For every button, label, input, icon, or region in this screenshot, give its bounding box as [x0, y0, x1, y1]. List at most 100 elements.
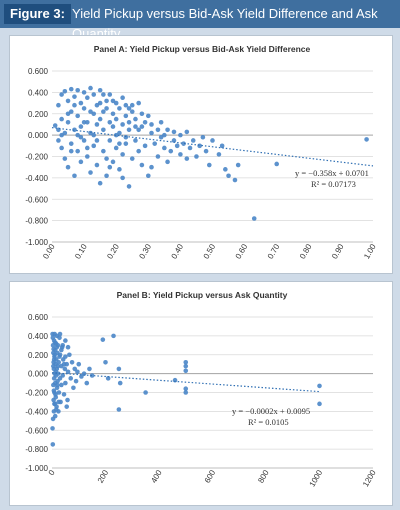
panel-a-point — [149, 130, 154, 136]
panel-b-point — [317, 383, 322, 389]
panel-a-point — [162, 145, 167, 151]
panel-b-point — [57, 354, 62, 359]
panel-b-point — [183, 368, 189, 374]
panel-a-point — [85, 95, 90, 101]
panel-a-point — [78, 100, 84, 106]
panel-b-point — [53, 407, 59, 412]
panel-a-point — [226, 173, 231, 179]
panel-a-point — [142, 120, 148, 125]
panel-b-point — [116, 366, 122, 372]
panel-b-point — [89, 373, 95, 378]
panel-b-y-tick-label: -1.000 — [25, 464, 48, 473]
panel-a-point — [158, 120, 164, 125]
panel-b-point — [183, 386, 189, 392]
panel-b-point — [67, 352, 72, 358]
panel-a-point — [97, 116, 103, 122]
panel-b-point — [56, 399, 61, 405]
panel-a-point — [184, 156, 190, 161]
panel-a-chart: Panel A: Yield Pickup versus Bid-Ask Yie… — [25, 44, 378, 260]
panel-b-point — [143, 390, 148, 395]
panel-a-y-tick-label: 0.600 — [28, 67, 49, 76]
figure-number: Figure 3: — [4, 4, 71, 24]
panel-a-point — [133, 124, 138, 129]
panel-a-point — [75, 87, 80, 93]
panel-a-point — [123, 102, 129, 108]
panel-a-point — [126, 184, 132, 189]
panel-a-point — [168, 148, 174, 154]
panel-b-point — [65, 397, 70, 403]
panel-a-point — [107, 92, 113, 97]
panel-a-point — [129, 109, 135, 114]
panel-a-point — [97, 87, 103, 93]
panel-b-point — [116, 407, 122, 412]
panel-b-point — [61, 361, 67, 367]
panel-b-point — [84, 380, 90, 386]
panel-a-point — [187, 145, 193, 151]
panel-b-point — [63, 338, 68, 343]
panel-b-x-tick-label: 600 — [203, 468, 218, 485]
panel-b-point — [51, 357, 57, 362]
panel-a-x-tick-label: 0.10 — [73, 242, 89, 260]
panel-a-point — [81, 106, 87, 111]
panel-a-point — [136, 127, 141, 133]
panel-a-y-tick-label: -0.600 — [25, 195, 48, 204]
panel-a-point — [210, 138, 215, 143]
panel-b-point — [57, 335, 62, 341]
panel-a-point — [203, 148, 209, 154]
panel-a-point — [174, 143, 180, 149]
figure-header: Figure 3: Yield Pickup versus Bid-Ask Yi… — [0, 0, 400, 41]
panel-a-point — [59, 132, 64, 138]
panel-b-point — [57, 331, 63, 337]
panel-a-point — [110, 159, 116, 165]
panel-a-point — [101, 127, 106, 133]
panel-a-point — [184, 129, 190, 135]
panel-a-point — [120, 122, 125, 127]
panel-a-y-tick-label: -0.800 — [25, 217, 48, 226]
panel-b-y-tick-label: 0.000 — [28, 370, 49, 379]
panel-b-point — [111, 333, 116, 339]
panel-a-point — [139, 111, 145, 117]
panel-a-point — [56, 138, 61, 143]
panel-a-point — [94, 138, 100, 143]
panel-a-point — [59, 92, 64, 97]
panel-b-point — [87, 366, 92, 372]
panel-b-point — [59, 347, 64, 353]
panel-a-y-tick-label: 0.200 — [28, 110, 49, 119]
panel-a-point — [68, 148, 74, 154]
panel-a-point — [178, 152, 183, 157]
panel-a: Panel A: Yield Pickup versus Bid-Ask Yie… — [9, 35, 393, 274]
panel-a-point — [59, 145, 64, 151]
panel-a-point — [120, 95, 125, 101]
panel-a-x-tick-label: 0.50 — [202, 242, 218, 260]
panel-a-x-tick-label: 0.20 — [105, 242, 121, 260]
panel-b-point — [62, 366, 68, 372]
panel-b-point — [51, 388, 57, 393]
panel-a-point — [190, 138, 196, 143]
panel-a-point — [181, 141, 186, 146]
panel-b-y-tick-label: -0.600 — [25, 426, 48, 435]
panel-b-point — [68, 376, 74, 381]
panel-b-point — [76, 361, 82, 367]
panel-a-point — [136, 148, 141, 154]
panel-a-point — [85, 145, 90, 151]
panel-a-x-tick-label: 0.90 — [330, 242, 346, 260]
panel-a-point — [216, 152, 222, 157]
panel-a-y-tick-label: -0.200 — [25, 153, 48, 162]
panel-a-point — [52, 123, 58, 128]
panel-b-y-tick-label: -0.400 — [25, 407, 48, 416]
panel-b-y-tick-label: -0.200 — [25, 389, 48, 398]
panel-b-point — [63, 354, 68, 359]
panel-a-point — [104, 173, 109, 179]
panel-a-x-tick-label: 0.70 — [266, 242, 282, 260]
panel-a-x-tick-label: 0.30 — [137, 242, 153, 260]
panel-a-point — [62, 89, 68, 94]
panel-a-point — [110, 98, 116, 104]
panel-a-point — [75, 113, 80, 119]
panel-a-point — [68, 86, 74, 92]
panel-a-point — [149, 122, 154, 127]
panel-a-point — [126, 106, 132, 111]
panel-a-point — [165, 159, 170, 165]
panel-a-y-tick-label: 0.000 — [28, 131, 49, 140]
panel-b-trendline — [51, 372, 320, 393]
panel-b-point — [75, 369, 80, 375]
